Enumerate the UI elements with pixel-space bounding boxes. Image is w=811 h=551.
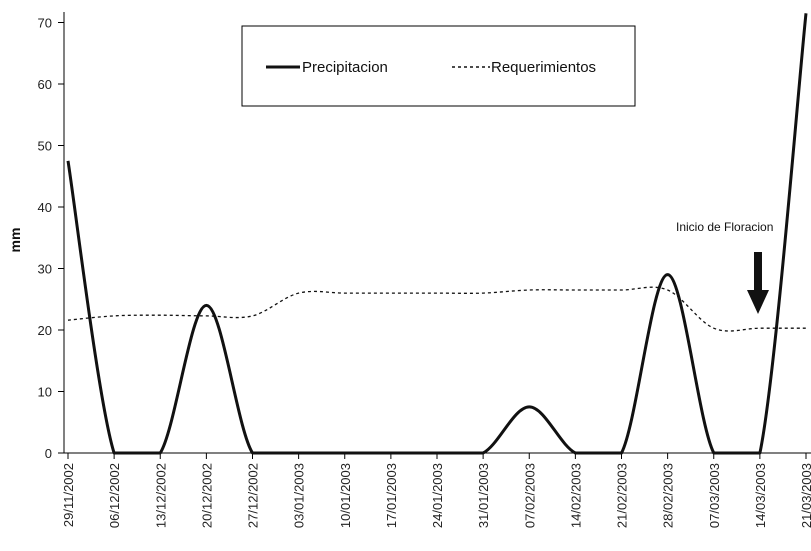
legend-label-precipitacion: Precipitacion	[302, 59, 388, 76]
y-tick-label: 70	[38, 16, 52, 31]
x-tick-label: 17/01/2003	[384, 463, 399, 528]
x-tick-label: 07/02/2003	[522, 463, 537, 528]
y-axis-title: mm	[7, 228, 23, 253]
annotation-arrow	[747, 252, 769, 314]
series-line-requerimientos	[67, 286, 806, 332]
x-tick-label: 07/03/2003	[707, 463, 722, 528]
y-tick-label: 30	[38, 262, 52, 277]
y-tick-label: 60	[38, 77, 52, 92]
x-tick-label: 13/12/2002	[153, 463, 168, 528]
legend: Precipitacion Requerimientos	[241, 25, 636, 107]
y-tick-label: 0	[45, 446, 52, 461]
x-tick-label: 21/02/2003	[615, 463, 630, 528]
x-tick-label: 10/01/2003	[338, 463, 353, 528]
y-tick-label: 40	[38, 200, 52, 215]
x-tick-label: 27/12/2002	[246, 463, 261, 528]
x-tick-label: 20/12/2002	[199, 463, 214, 528]
annotation: Inicio de Floracion	[676, 220, 773, 314]
series-layer	[66, 13, 808, 455]
y-tick-label: 50	[38, 139, 52, 154]
series-line-precipitacion	[66, 13, 808, 455]
x-tick-label: 21/03/2003	[799, 463, 811, 528]
x-tick-label: 14/03/2003	[753, 463, 768, 528]
x-tick-label: 29/11/2002	[61, 463, 76, 527]
legend-box	[241, 25, 636, 107]
x-tick-label: 06/12/2002	[107, 463, 122, 528]
x-tick-label: 31/01/2003	[476, 463, 491, 528]
legend-label-requerimientos: Requerimientos	[491, 59, 596, 76]
x-tick-label: 24/01/2003	[430, 463, 445, 528]
y-tick-label: 10	[38, 385, 52, 400]
y-tick-label: 20	[38, 323, 52, 338]
axes: 0 10 20 30 40 50 60 70 mm 29/11/2002 06/12/2002 13/…	[7, 12, 811, 528]
x-tick-label: 03/01/2003	[292, 463, 307, 528]
annotation-text: Inicio de Floracion	[676, 220, 773, 234]
x-tick-label: 28/02/2003	[661, 463, 676, 528]
x-tick-label: 14/02/2003	[568, 463, 583, 528]
